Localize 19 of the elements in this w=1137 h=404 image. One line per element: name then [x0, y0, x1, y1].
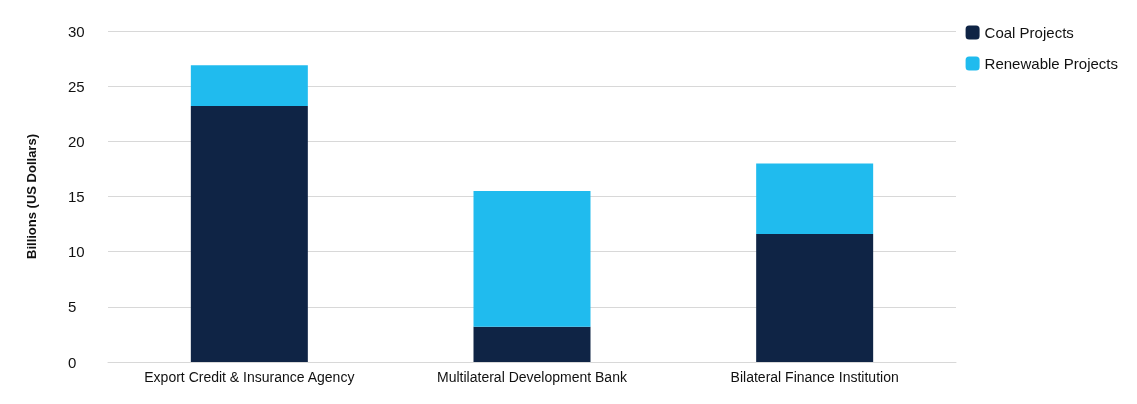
x-tick-label: Bilateral Finance Institution [730, 369, 899, 385]
y-axis-title: Billions (US Dollars) [24, 134, 39, 259]
bar [190, 106, 308, 362]
legend-label: Coal Projects [984, 24, 1074, 41]
bar [473, 190, 591, 327]
bar [473, 326, 591, 362]
legend-label: Renewable Projects [984, 55, 1118, 72]
bar [756, 163, 874, 235]
y-tick-label: 30 [68, 22, 85, 40]
y-tick-label: 15 [68, 188, 85, 205]
y-tick-label: 5 [68, 298, 77, 316]
x-tick-label: Multilateral Development Bank [437, 369, 628, 385]
x-tick-label: Export Credit & Insurance Agency [144, 369, 355, 385]
bar [756, 234, 874, 362]
y-tick-label: 0 [68, 353, 77, 371]
y-tick-label: 10 [68, 243, 85, 261]
y-tick-label: 25 [68, 77, 85, 95]
bar [190, 65, 308, 107]
y-tick-label: 20 [68, 132, 85, 150]
